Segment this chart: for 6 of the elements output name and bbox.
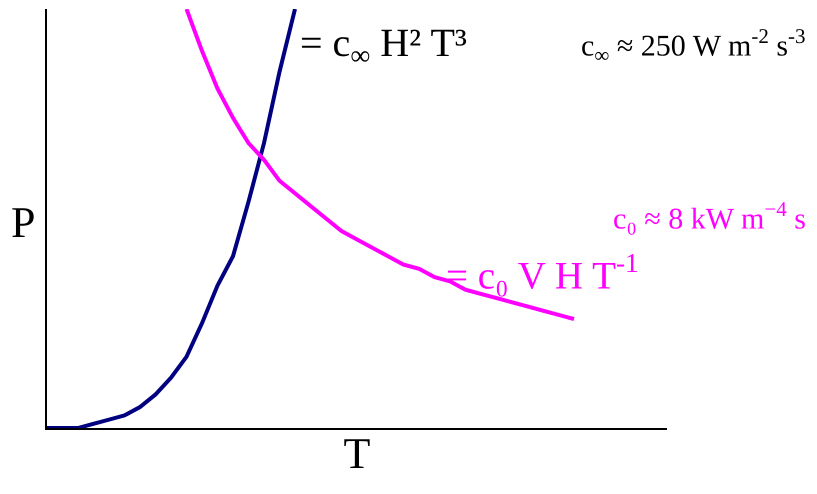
x-axis-title: T [344,428,371,478]
series-label: = c₀ V H T$^{-1}$ [446,248,639,298]
annotation: c$_{∞}$ ≈ 250 W m$^{-2}$ s$^{-3}$ [581,24,806,67]
annotation: c₀ ≈ 8 kW m$^{−4}$ s [613,197,806,236]
series-label: = c$_{∞}$ H² T³ [300,20,467,72]
y-axis-title: P [11,198,36,247]
